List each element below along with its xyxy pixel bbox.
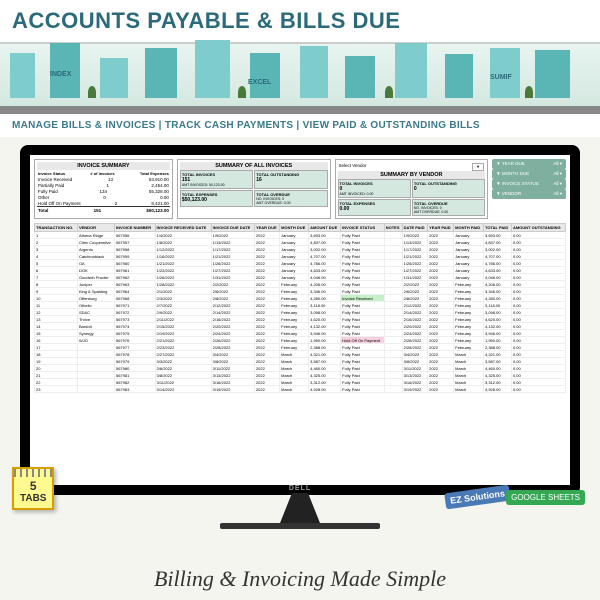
filter-invoice-status[interactable]: ▼ INVOICE STATUSAll ▾: [492, 179, 566, 189]
transactions-table[interactable]: TRANSACTION NO.VENDORINVOICE NUMBERINVOI…: [34, 223, 566, 393]
invoice-summary-title: INVOICE SUMMARY: [37, 162, 170, 170]
table-row[interactable]: 185679782/27/20223/4/20222022March4,321.…: [35, 351, 566, 358]
tabs-count: 5: [20, 479, 46, 493]
table-row[interactable]: 13Thrive5679732/11/20222/16/20222022Febr…: [35, 316, 566, 323]
google-sheets-badge: GOOGLE SHEETS: [506, 490, 585, 505]
table-row[interactable]: 195679793/3/20223/8/20222022March3,587.0…: [35, 358, 566, 365]
col-header[interactable]: MONTH DUE: [280, 224, 309, 232]
filter-column: ▼ YEAR DUEAll ▾▼ MONTH DUEAll ▾▼ INVOICE…: [492, 159, 566, 219]
table-row[interactable]: 10Offenburg5679682/3/20222/8/20222022Feb…: [35, 295, 566, 302]
table-row[interactable]: 205679803/6/20223/11/20222022March4,460.…: [35, 365, 566, 372]
table-row[interactable]: 14Bardoti5679742/15/20222/20/20222022Feb…: [35, 323, 566, 330]
col-header[interactable]: YEAR DUE: [254, 224, 279, 232]
col-header[interactable]: AMOUNT OUTSTANDING: [511, 224, 565, 232]
filter-vendor[interactable]: ▼ VENDORAll ▾: [492, 189, 566, 199]
table-row[interactable]: 225679823/11/20223/16/20222022March3,312…: [35, 379, 566, 386]
col-header[interactable]: YEAR PAID: [428, 224, 454, 232]
table-row[interactable]: 2Citrix Cooperative5679571/8/20221/13/20…: [35, 239, 566, 246]
all-invoices-title: SUMMARY OF ALL INVOICES: [180, 162, 328, 170]
invoice-summary-box: INVOICE SUMMARY Invoice Status# of Invoi…: [34, 159, 173, 219]
building-label: EXCEL: [248, 79, 271, 86]
table-row[interactable]: 15Synergy5679752/19/20222/24/20222022Feb…: [35, 330, 566, 337]
col-header[interactable]: INVOICE STATUS: [341, 224, 385, 232]
by-vendor-box: Select Vendor▾ SUMMARY BY VENDOR TOTAL I…: [335, 159, 489, 219]
all-invoices-box: SUMMARY OF ALL INVOICES TOTAL INVOICES15…: [177, 159, 331, 219]
col-header[interactable]: INVOICE NUMBER: [114, 224, 155, 232]
tagline: Billing & Invoicing Made Simple: [0, 566, 600, 592]
table-row[interactable]: 12SD&C5679722/9/20222/14/20222022Februar…: [35, 309, 566, 316]
filter-year-due[interactable]: ▼ YEAR DUEAll ▾: [492, 159, 566, 169]
subheader: MANAGE BILLS & INVOICES | TRACK CASH PAY…: [0, 114, 600, 137]
tabs-label: TABS: [20, 493, 46, 504]
table-row[interactable]: 11Othello5679712/7/20222/12/20222022Febr…: [35, 302, 566, 309]
table-row[interactable]: 5OA5679601/21/20221/26/20222022January4,…: [35, 260, 566, 267]
col-header[interactable]: NOTES: [384, 224, 402, 232]
vendor-dropdown[interactable]: ▾: [472, 163, 484, 171]
table-row[interactable]: 235679833/14/20223/19/20222022March4,928…: [35, 386, 566, 393]
col-header[interactable]: DATE PAID: [402, 224, 428, 232]
building-label: SUMIF: [490, 74, 512, 81]
table-row[interactable]: 6DOK5679611/22/20221/27/20222022January4…: [35, 267, 566, 274]
col-header[interactable]: TRANSACTION NO.: [35, 224, 78, 232]
select-vendor-label: Select Vendor: [339, 163, 367, 171]
monitor-frame: INVOICE SUMMARY Invoice Status# of Invoi…: [20, 145, 580, 495]
building-label: INDEX: [50, 71, 71, 78]
table-row[interactable]: 175679772/23/20222/28/20222022February2,…: [35, 344, 566, 351]
tabs-badge: 5 TABS: [12, 467, 54, 510]
page-title: ACCOUNTS PAYABLE & BILLS DUE: [12, 8, 588, 34]
skyline-banner: INDEX EXCEL SUMIF: [0, 44, 600, 114]
col-header[interactable]: AMOUNT DUE: [309, 224, 341, 232]
page-header: ACCOUNTS PAYABLE & BILLS DUE: [0, 0, 600, 44]
table-row[interactable]: 16WJO5679762/21/20222/26/20222022Februar…: [35, 337, 566, 344]
filter-month-due[interactable]: ▼ MONTH DUEAll ▾: [492, 169, 566, 179]
table-row[interactable]: 1Athena Ridge5679561/4/20221/9/20222022J…: [35, 232, 566, 239]
table-row[interactable]: 9King & Spalding5679642/1/20222/6/202220…: [35, 288, 566, 295]
table-row[interactable]: 3Argento5679581/12/20221/17/20222022Janu…: [35, 246, 566, 253]
col-header[interactable]: INVOICE DUE DATE: [211, 224, 254, 232]
table-row[interactable]: 8Juniper5679631/28/20222/2/20222022Febru…: [35, 281, 566, 288]
spreadsheet-screen: INVOICE SUMMARY Invoice Status# of Invoi…: [30, 155, 570, 485]
col-header[interactable]: VENDOR: [77, 224, 114, 232]
col-header[interactable]: MONTH PAID: [454, 224, 484, 232]
col-header[interactable]: INVOICE RECEIVED DATE: [155, 224, 211, 232]
by-vendor-title: SUMMARY BY VENDOR: [338, 171, 486, 179]
table-row[interactable]: 4Catchmobiack5679591/16/20221/21/2022202…: [35, 253, 566, 260]
table-row[interactable]: 7Goodwin Procter5679621/26/20221/31/2022…: [35, 274, 566, 281]
col-header[interactable]: TOTAL PAID: [483, 224, 511, 232]
table-row[interactable]: 215679813/8/20223/13/20222022March4,325.…: [35, 372, 566, 379]
monitor-brand: DELL: [289, 485, 311, 492]
